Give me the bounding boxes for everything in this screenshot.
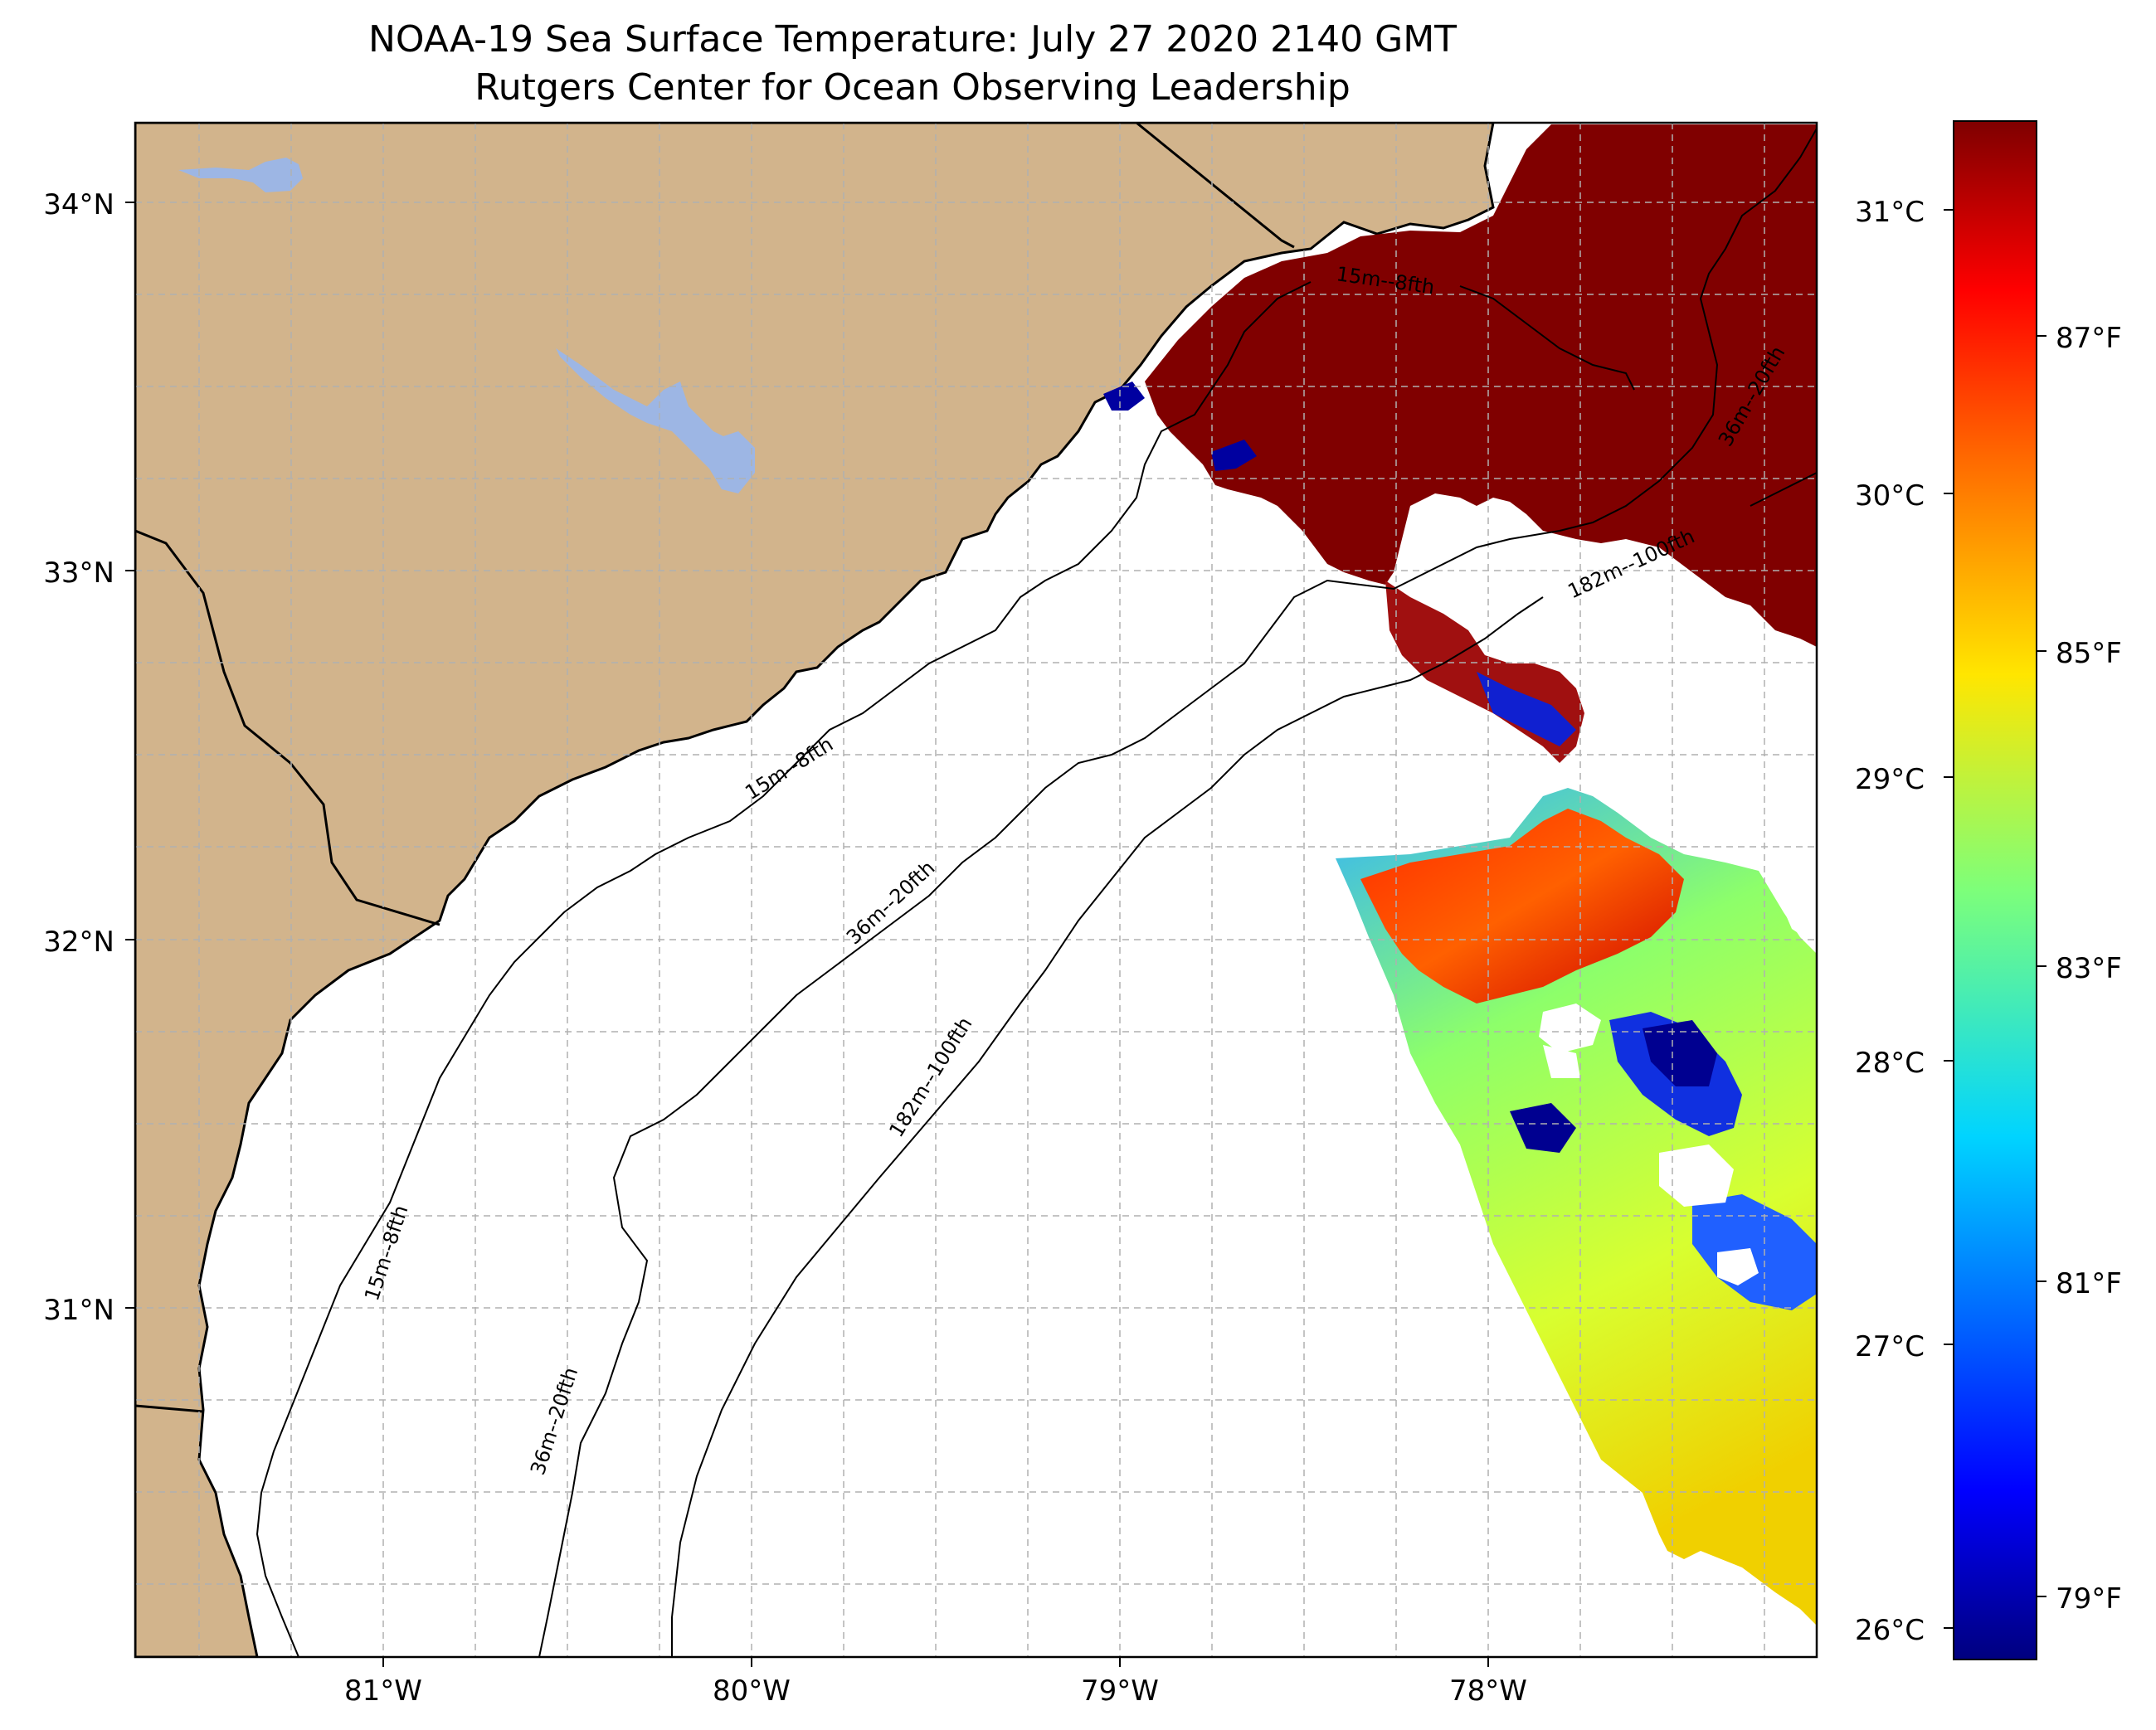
lake-north	[178, 158, 303, 192]
sst-warm-region-north	[1145, 124, 1817, 647]
lon-label-78w: 78°W	[1449, 1674, 1527, 1708]
colorbar-f-label-87: 87°F	[2056, 322, 2122, 355]
sst-cool-inlet	[1103, 381, 1257, 471]
lon-label-79w: 79°W	[1081, 1674, 1159, 1708]
state-border-sc-ga	[135, 529, 440, 926]
map-title-line2: Rutgers Center for Ocean Observing Leade…	[475, 66, 1351, 109]
lon-label-81w: 81°W	[344, 1674, 422, 1708]
cloud-gap-4	[1543, 1045, 1580, 1078]
lat-label-31n: 31°N	[43, 1294, 114, 1327]
colorbar-c-label-27: 27°C	[1855, 1330, 1925, 1363]
sst-warm-region-south	[1360, 809, 1684, 1003]
sst-swath-south	[1336, 788, 1817, 1626]
colorbar-f-label-79: 79°F	[2056, 1582, 2122, 1616]
lat-label-34n: 34°N	[43, 188, 114, 221]
colorbar-f-label-81: 81°F	[2056, 1267, 2122, 1300]
colorbar-c-label-26: 26°C	[1855, 1614, 1925, 1647]
cloud-gap-2	[1659, 1144, 1734, 1207]
lake-marion	[556, 348, 751, 489]
colorbar-f-label-83: 83°F	[2056, 952, 2122, 985]
sst-cool-patch-north	[1477, 672, 1576, 746]
state-border-ga-fl	[135, 1404, 204, 1413]
lat-label-33n: 33°N	[43, 556, 114, 590]
colorbar-gradient	[1953, 120, 2037, 1660]
graticule	[135, 123, 1817, 1657]
colorbar-c-label-30: 30°C	[1855, 479, 1925, 513]
sst-coastal-east	[1767, 846, 1817, 945]
map-frame	[134, 121, 1818, 1659]
colorbar-c-label-29: 29°C	[1855, 763, 1925, 796]
map-area: 15m--8fth 15m--8fth 15m--8fth 36m--20fth…	[135, 123, 1817, 1657]
sst-cool-patch-south	[1692, 1194, 1817, 1310]
cloud-gap-1	[1539, 1003, 1601, 1053]
lat-label-32n: 32°N	[43, 926, 114, 959]
colorbar: 31°C 30°C 29°C 28°C 27°C 26°C 87°F 85°F …	[1855, 120, 2122, 1660]
isobath-36m	[538, 128, 1817, 1657]
sst-cool-patch-deep	[1510, 1020, 1717, 1153]
colorbar-c-label-28: 28°C	[1855, 1047, 1925, 1080]
colorbar-f-label-85: 85°F	[2056, 637, 2122, 670]
axis-ticks	[125, 202, 1489, 1667]
colorbar-c-label-31: 31°C	[1855, 196, 1925, 229]
isobath-182m	[671, 596, 1544, 1657]
isobath-15m	[256, 281, 1312, 1657]
lon-label-80w: 80°W	[713, 1674, 791, 1708]
map-title-line1: NOAA-19 Sea Surface Temperature: July 27…	[367, 18, 1458, 61]
isobath-36m-east	[1750, 472, 1817, 507]
state-border-nc-sc	[1136, 123, 1295, 249]
isobath-15m-north	[1459, 285, 1635, 391]
cloud-gap-3	[1717, 1248, 1759, 1285]
